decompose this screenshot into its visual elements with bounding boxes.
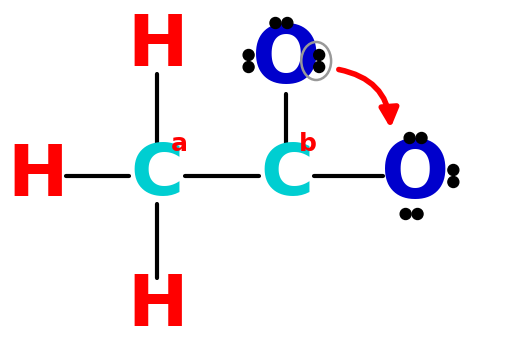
Text: O: O: [381, 137, 449, 215]
Circle shape: [313, 61, 324, 73]
Circle shape: [403, 132, 414, 144]
Text: C: C: [260, 141, 312, 211]
Circle shape: [269, 18, 280, 28]
Circle shape: [415, 132, 426, 144]
Text: H: H: [127, 272, 187, 340]
Text: b: b: [299, 132, 317, 156]
Circle shape: [281, 18, 292, 28]
Circle shape: [313, 49, 324, 60]
Text: H: H: [127, 12, 187, 80]
Circle shape: [243, 49, 253, 60]
Circle shape: [243, 61, 253, 73]
FancyArrowPatch shape: [338, 69, 396, 122]
Circle shape: [400, 208, 410, 219]
Text: C: C: [130, 141, 183, 211]
Circle shape: [411, 208, 422, 219]
Circle shape: [447, 177, 458, 187]
Text: a: a: [170, 132, 187, 156]
Text: H: H: [8, 141, 68, 211]
Text: O: O: [251, 22, 320, 100]
Circle shape: [447, 165, 458, 176]
